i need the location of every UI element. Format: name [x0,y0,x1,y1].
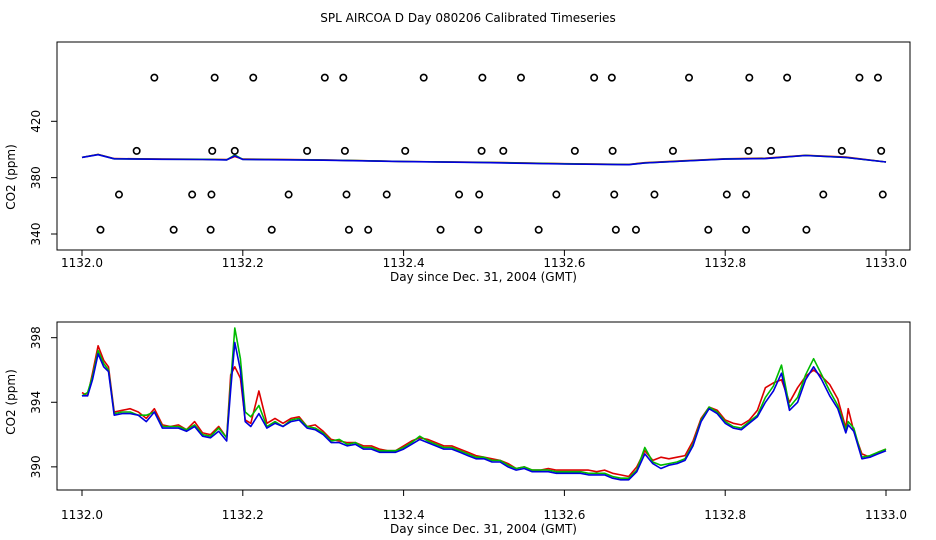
top-calibration-point [878,190,887,199]
top-calibration-point [207,190,216,199]
top-calibration-points [96,73,887,234]
top-calibration-point [837,146,846,155]
top-calibration-point [704,225,713,234]
top-calibration-point [169,225,178,234]
top-calibration-point [267,225,276,234]
top-series-lines [81,153,887,166]
top-calibration-point [745,73,754,82]
bottom-series-blue [82,341,887,481]
top-calibration-point [230,146,239,155]
bottom-x-tick-label: 1132.6 [543,508,585,522]
chart-title: SPL AIRCOA D Day 080206 Calibrated Times… [320,11,615,25]
top-calibration-point [608,146,617,155]
bottom-y-tick-label: 394 [29,391,43,414]
top-calibration-point [382,190,391,199]
top-calibration-point [188,190,197,199]
top-calibration-point [436,225,445,234]
top-calibration-point [767,146,776,155]
top-calibration-point [610,190,619,199]
top-series-blue [81,153,887,166]
bottom-plot-frame [56,321,911,491]
top-x-tick-label: 1132.6 [543,256,585,270]
top-calibration-point [744,146,753,155]
top-calibration-point [340,146,349,155]
bottom-x-tick-label: 1132.2 [222,508,264,522]
top-x-tick-label: 1132.2 [222,256,264,270]
bottom-series-green [81,327,887,480]
top-calibration-point [685,73,694,82]
top-calibration-point [114,190,123,199]
top-calibration-point [650,190,659,199]
bottom-y-tick-label: 390 [29,455,43,478]
top-calibration-point [819,190,828,199]
top-calibration-point [206,225,215,234]
bottom-series-red [81,344,887,478]
top-calibration-point [339,73,348,82]
top-calibration-point [477,146,486,155]
bottom-x-axis-label: Day since Dec. 31, 2004 (GMT) [390,522,577,536]
bottom-x-ticks: 1132.0 1132.2 1132.4 1132.6 1132.8 1133.0 [61,490,907,522]
top-calibration-point [342,190,351,199]
top-x-axis-label: Day since Dec. 31, 2004 (GMT) [390,270,577,284]
top-calibration-point [474,225,483,234]
top-calibration-point [783,73,792,82]
bottom-y-axis-label: CO2 (ppm) [4,369,18,435]
bottom-series-lines [81,327,887,481]
top-calibration-point [873,73,882,82]
top-y-tick-label: 340 [29,223,43,246]
top-x-tick-label: 1132.0 [61,256,103,270]
top-panel: Day since Dec. 31, 2004 (GMT) CO2 (ppm) … [4,41,911,284]
top-x-tick-label: 1132.4 [383,256,425,270]
top-plot-frame [56,41,911,251]
top-calibration-point [742,190,751,199]
top-calibration-point [475,190,484,199]
top-calibration-point [590,73,599,82]
top-calibration-point [210,73,219,82]
top-x-tick-label: 1133.0 [865,256,907,270]
top-calibration-point [284,190,293,199]
top-calibration-point [552,190,561,199]
top-calibration-point [132,146,141,155]
top-y-axis-label: CO2 (ppm) [4,144,18,210]
top-calibration-point [96,225,105,234]
top-calibration-point [611,225,620,234]
top-calibration-point [802,225,811,234]
top-calibration-point [499,146,508,155]
top-calibration-point [401,146,410,155]
bottom-x-tick-label: 1132.8 [704,508,746,522]
top-calibration-point [419,73,428,82]
top-calibration-point [344,225,353,234]
top-calibration-point [855,73,864,82]
top-calibration-point [631,225,640,234]
top-calibration-point [742,225,751,234]
bottom-x-tick-label: 1132.4 [383,508,425,522]
top-y-tick-label: 420 [29,110,43,133]
top-calibration-point [722,190,731,199]
top-y-tick-label: 380 [29,166,43,189]
top-calibration-point [570,146,579,155]
top-calibration-point [534,225,543,234]
bottom-y-ticks: 390 394 398 [29,326,57,478]
top-calibration-point [303,146,312,155]
top-calibration-point [320,73,329,82]
top-calibration-point [150,73,159,82]
top-calibration-point [364,225,373,234]
top-x-tick-label: 1132.8 [704,256,746,270]
top-calibration-point [516,73,525,82]
top-calibration-point [668,146,677,155]
top-calibration-point [455,190,464,199]
bottom-y-tick-label: 398 [29,326,43,349]
top-calibration-point [478,73,487,82]
bottom-x-tick-label: 1132.0 [61,508,103,522]
bottom-x-tick-label: 1133.0 [865,508,907,522]
top-calibration-point [877,146,886,155]
bottom-panel: Day since Dec. 31, 2004 (GMT) CO2 (ppm) … [4,321,911,536]
top-y-ticks: 340 380 420 [29,110,57,246]
top-calibration-point [208,146,217,155]
top-x-ticks: 1132.0 1132.2 1132.4 1132.6 1132.8 1133.0 [61,250,907,270]
top-calibration-point [249,73,258,82]
top-calibration-point [607,73,616,82]
